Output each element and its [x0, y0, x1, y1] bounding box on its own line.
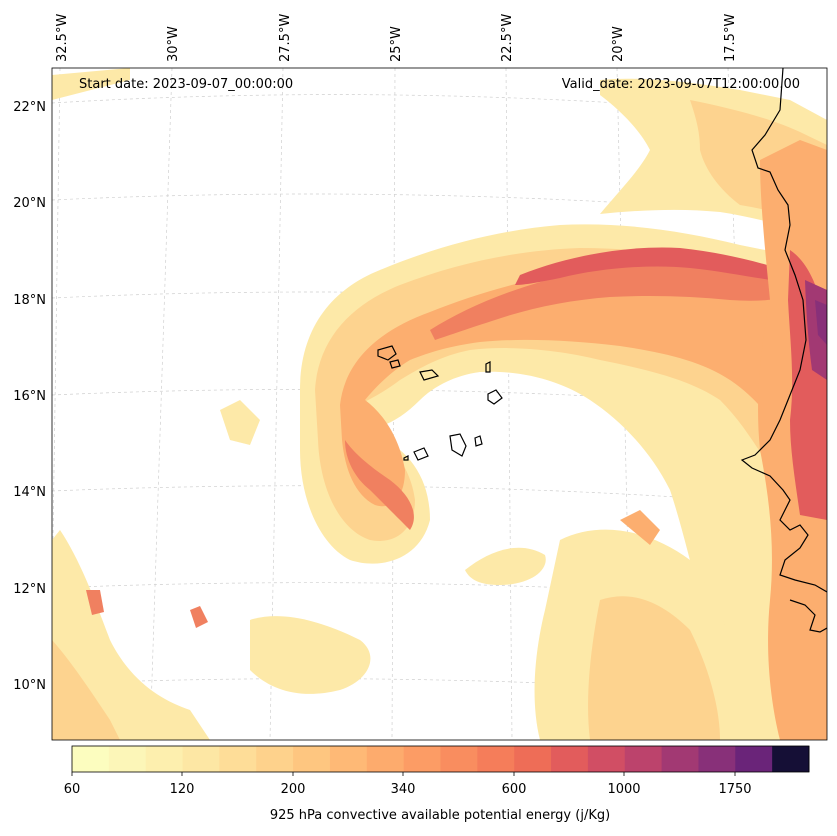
colorbar-tick-labels: 60 120 200 340 600 1000 1750	[64, 782, 752, 797]
tick-label-1750: 1750	[718, 782, 751, 797]
lon-label-30: 30°W	[166, 26, 181, 62]
colorbar-segment	[661, 746, 699, 772]
colorbar-segment	[514, 746, 552, 772]
coastlines	[377, 68, 827, 633]
colorbar-segment	[551, 746, 589, 772]
lat-label-20: 20°N	[13, 196, 46, 211]
colorbar	[72, 746, 810, 772]
colorbar-label: 925 hPa convective available potential e…	[269, 808, 611, 823]
lon-label-22-5: 22.5°W	[500, 14, 515, 62]
colorbar-segment	[293, 746, 331, 772]
map-frame	[51, 67, 828, 741]
lat-label-10: 10°N	[13, 678, 46, 693]
lon-label-25: 25°W	[389, 26, 404, 62]
colorbar-segment	[698, 746, 736, 772]
colorbar-segment	[624, 746, 663, 772]
cape-field	[52, 68, 827, 740]
colorbar-segment	[219, 746, 257, 772]
colorbar-frame	[71, 745, 810, 773]
colorbar-segment	[256, 746, 294, 772]
lat-labels: 22°N 20°N 18°N 16°N 14°N 12°N 10°N	[13, 100, 46, 693]
colorbar-segment	[587, 746, 626, 772]
colorbar-segment	[366, 746, 405, 772]
colorbar-segment	[108, 746, 147, 772]
colorbar-segment	[772, 746, 810, 772]
colorbar-segment	[477, 746, 515, 772]
colorbar-ticks	[71, 772, 736, 776]
map-panel	[52, 68, 827, 740]
colorbar-segment	[735, 746, 773, 772]
lat-label-14: 14°N	[13, 485, 46, 500]
tick-label-120: 120	[170, 782, 195, 797]
start-date: Start date: 2023-09-07_00:00:00	[79, 77, 294, 92]
lon-label-20: 20°W	[611, 26, 626, 62]
lon-labels: 32.5°W 30°W 27.5°W 25°W 22.5°W 20°W 17.5…	[55, 14, 738, 62]
colorbar-segment	[403, 746, 441, 772]
colorbar-segment	[182, 746, 220, 772]
colorbar-segment	[329, 746, 368, 772]
lon-label-32-5: 32.5°W	[55, 14, 70, 62]
tick-label-200: 200	[281, 782, 306, 797]
colorbar-segment	[72, 746, 110, 772]
lat-label-18: 18°N	[13, 293, 46, 308]
lon-label-27-5: 27.5°W	[278, 14, 293, 62]
tick-label-600: 600	[502, 782, 527, 797]
lat-label-22: 22°N	[13, 100, 46, 115]
lon-label-17-5: 17.5°W	[723, 14, 738, 62]
lat-label-12: 12°N	[13, 582, 46, 597]
tick-label-340: 340	[391, 782, 416, 797]
lat-label-16: 16°N	[13, 389, 46, 404]
colorbar-segment	[440, 746, 478, 772]
valid-date: Valid_date: 2023-09-07T12:00:00.00	[561, 77, 800, 92]
colorbar-segment	[145, 746, 184, 772]
tick-label-1000: 1000	[607, 782, 640, 797]
tick-label-60: 60	[64, 782, 81, 797]
